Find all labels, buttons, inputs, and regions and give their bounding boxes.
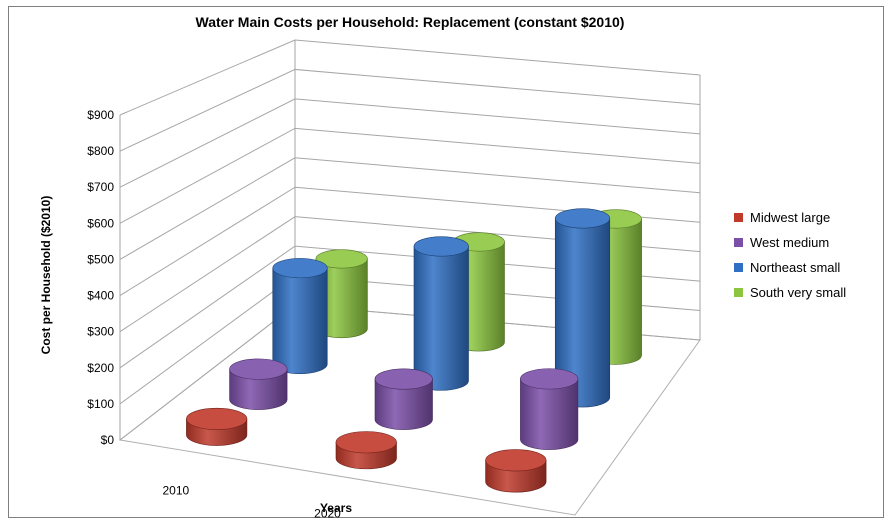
bar bbox=[374, 368, 433, 430]
bar-top bbox=[554, 208, 611, 229]
bar bbox=[554, 208, 611, 408]
bar-top bbox=[485, 449, 547, 472]
y-tick-labels: $0 $100 $200 $300 $400 $500 $600 $700 $800 $900 bbox=[87, 108, 114, 447]
gridline bbox=[119, 98, 701, 188]
y-tick-label: $800 bbox=[87, 144, 114, 158]
y-tick-label: $100 bbox=[87, 397, 114, 411]
bar-top bbox=[186, 407, 248, 430]
bar bbox=[186, 407, 248, 446]
bar-top bbox=[520, 368, 579, 390]
legend: Midwest large West medium Northeast small S… bbox=[734, 210, 846, 300]
bar bbox=[335, 431, 397, 470]
legend-swatch bbox=[734, 288, 743, 297]
legend-swatch bbox=[734, 238, 743, 247]
bar bbox=[229, 358, 288, 410]
x-tick-labels: 201020202035 bbox=[162, 484, 341, 521]
y-axis-title: Cost per Household ($2010) bbox=[39, 196, 53, 355]
bars bbox=[186, 208, 642, 493]
bar-top bbox=[335, 431, 397, 454]
bar bbox=[485, 449, 547, 493]
chart-title: Water Main Costs per Household: Replacem… bbox=[196, 14, 625, 30]
bar-top bbox=[374, 368, 433, 390]
bar bbox=[272, 258, 328, 375]
gridline bbox=[119, 39, 701, 116]
y-tick-label: $400 bbox=[87, 289, 114, 303]
y-tick-label: $300 bbox=[87, 325, 114, 339]
bar-top bbox=[315, 249, 368, 269]
x-tick-label: 2020 bbox=[314, 507, 341, 521]
legend-swatch bbox=[734, 213, 743, 222]
bar-side bbox=[413, 246, 469, 391]
legend-label: South very small bbox=[750, 285, 846, 300]
x-tick-label: 2010 bbox=[162, 484, 189, 498]
bar bbox=[315, 249, 368, 339]
legend-label: West medium bbox=[750, 235, 829, 250]
gridline bbox=[119, 68, 701, 152]
bar-top bbox=[272, 258, 328, 279]
bar bbox=[520, 368, 579, 450]
y-tick-label: $900 bbox=[87, 108, 114, 122]
bar-side bbox=[374, 378, 433, 430]
legend-label: Midwest large bbox=[750, 210, 830, 225]
bar-top bbox=[413, 236, 469, 257]
x-axis-title: Years bbox=[320, 501, 352, 515]
legend-swatch bbox=[734, 263, 743, 272]
y-tick-label: $500 bbox=[87, 252, 114, 266]
bar-side bbox=[520, 378, 579, 450]
y-tick-label: $700 bbox=[87, 180, 114, 194]
legend-label: Northeast small bbox=[750, 260, 840, 275]
bar-top bbox=[229, 358, 288, 380]
bar bbox=[413, 236, 469, 391]
y-tick-label: $200 bbox=[87, 361, 114, 375]
y-tick-label: $0 bbox=[101, 433, 115, 447]
y-tick-label: $600 bbox=[87, 216, 114, 230]
bar-side bbox=[272, 267, 328, 375]
bar-side bbox=[229, 368, 288, 410]
